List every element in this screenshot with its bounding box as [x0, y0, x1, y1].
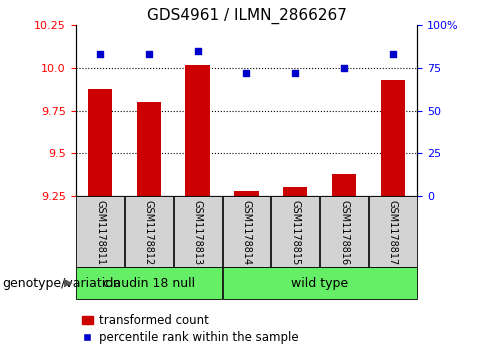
- Point: [243, 70, 250, 76]
- Text: claudin 18 null: claudin 18 null: [103, 277, 195, 290]
- Bar: [125, 196, 173, 267]
- Bar: [88, 89, 112, 196]
- Point: [291, 70, 299, 76]
- Bar: [76, 196, 124, 267]
- Bar: [174, 196, 222, 267]
- Point: [340, 65, 348, 71]
- Point: [194, 48, 202, 54]
- Point: [96, 52, 104, 57]
- Point: [145, 52, 153, 57]
- Bar: [320, 196, 368, 267]
- Text: GSM1178814: GSM1178814: [242, 200, 251, 265]
- Text: genotype/variation: genotype/variation: [2, 277, 121, 290]
- Title: GDS4961 / ILMN_2866267: GDS4961 / ILMN_2866267: [146, 8, 346, 24]
- Text: GSM1178811: GSM1178811: [95, 200, 105, 265]
- Text: wild type: wild type: [291, 277, 348, 290]
- Bar: [76, 267, 222, 299]
- Point: [389, 52, 397, 57]
- Bar: [283, 187, 307, 196]
- Bar: [332, 174, 356, 196]
- Legend: transformed count, percentile rank within the sample: transformed count, percentile rank withi…: [81, 314, 299, 344]
- Text: GSM1178813: GSM1178813: [193, 200, 203, 265]
- Text: GSM1178815: GSM1178815: [290, 200, 300, 265]
- Bar: [223, 267, 417, 299]
- Bar: [381, 80, 405, 196]
- Text: GSM1178817: GSM1178817: [388, 200, 398, 265]
- Text: GSM1178812: GSM1178812: [144, 200, 154, 265]
- Bar: [185, 65, 210, 196]
- Bar: [137, 102, 161, 196]
- Bar: [271, 196, 319, 267]
- Text: GSM1178816: GSM1178816: [339, 200, 349, 265]
- Bar: [234, 191, 259, 196]
- Text: ▶: ▶: [64, 278, 72, 288]
- Bar: [369, 196, 417, 267]
- Bar: [223, 196, 270, 267]
